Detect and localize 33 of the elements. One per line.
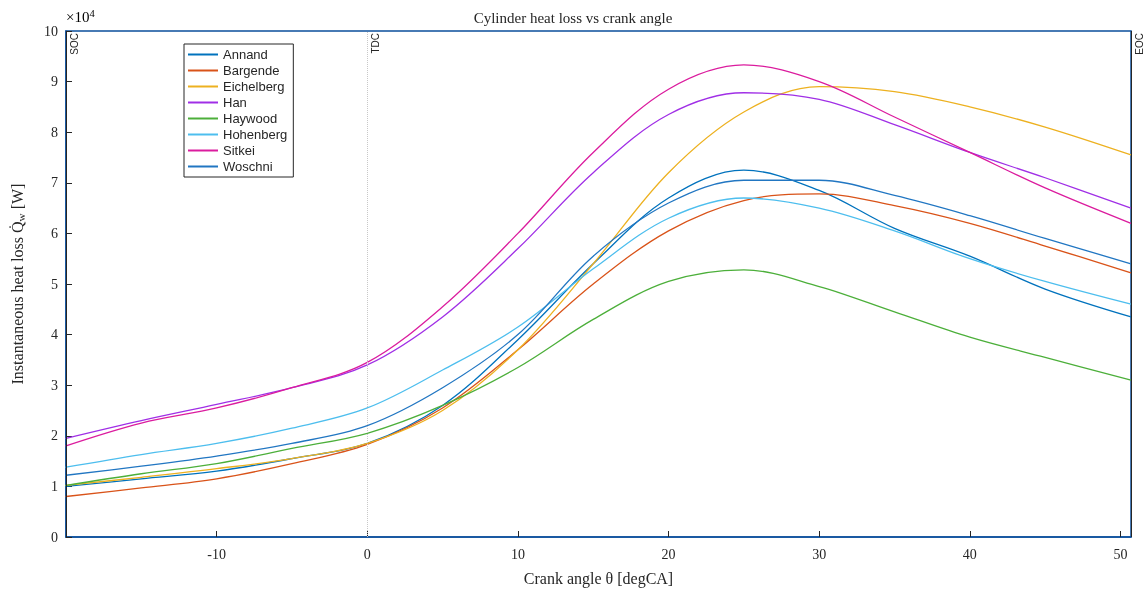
y-tick-label: 6 [51,225,58,241]
x-tick-label: 50 [1113,546,1128,562]
legend-label: Bargende [223,63,280,78]
legend-label: Han [223,95,247,110]
legend-label: Hohenberg [223,127,288,142]
legend-label: Eichelberg [223,79,285,94]
legend-label: Annand [223,47,268,62]
x-tick-label: 0 [363,546,371,562]
legend-label: Woschni [223,159,273,174]
y-tick-label: 4 [51,327,58,343]
line-series [65,269,1132,487]
legend-label: Sitkei [223,143,255,158]
x-axis-title: Crank angle θ [degCA] [523,569,674,588]
ref-line-label: TDC [369,33,381,54]
y-axis-title: Instantaneous heat loss Q̇w [W] [8,183,27,385]
x-tick-label: -10 [207,546,226,562]
y-tick-label: 7 [51,175,58,191]
ref-line-label: SOC [68,33,80,55]
y-tick-label: 10 [44,23,58,39]
y-tick-label: 8 [51,124,58,140]
x-tick-label: 30 [812,546,827,562]
legend-label: Haywood [223,111,278,126]
chart-title: Cylinder heat loss vs crank angle [473,9,673,26]
x-tick-label: 40 [962,546,977,562]
y-tick-label: 9 [51,74,58,90]
y-tick-label: 0 [51,529,58,545]
ref-line-label: EOC [1133,33,1145,55]
y-tick-label: 2 [51,428,58,444]
x-tick-label: 20 [661,546,676,562]
y-tick-label: 1 [51,478,58,494]
y-tick-label: 5 [51,276,58,292]
y-tick-label: 3 [51,377,58,393]
x-tick-label: 10 [510,546,525,562]
